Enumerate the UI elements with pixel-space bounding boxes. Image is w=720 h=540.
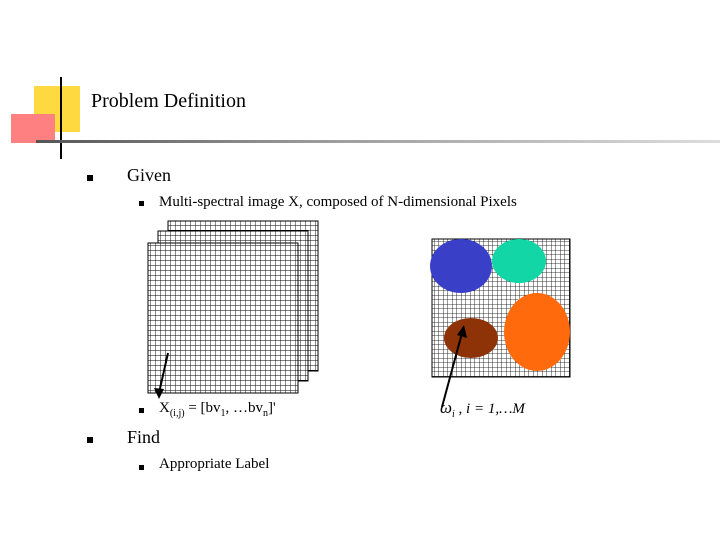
- class-region-blue: [430, 239, 492, 293]
- class-arrow-line: [441, 332, 463, 408]
- bullet-pixel-vector: [139, 408, 144, 413]
- pixel-vector-formula: X(i,j) = [bv1, …bvn]': [159, 400, 276, 419]
- bullet-find: [87, 437, 93, 443]
- multispectral-image-stack: [147, 220, 319, 399]
- formula-bvn-subscript: n: [263, 408, 269, 419]
- formula-bv1-subscript: 1: [220, 408, 226, 419]
- formula-class-range: , i = 1,…M: [454, 401, 525, 417]
- formula-close: ]': [268, 400, 276, 416]
- class-region-brown: [444, 318, 498, 358]
- class-arrow-head: [457, 325, 467, 338]
- given-label: Given: [127, 165, 171, 185]
- pixel-arrow-head: [154, 388, 164, 399]
- bullet-given-item: [139, 201, 144, 206]
- slide-title: Problem Definition: [91, 90, 246, 112]
- formula-x-subscript: (i,j): [169, 408, 185, 419]
- formula-i-subscript: i: [452, 409, 455, 420]
- bullet-given: [87, 175, 93, 181]
- accent-vertical-line: [60, 77, 62, 159]
- title-divider: [36, 140, 720, 143]
- class-formula: ωi , i = 1,…M: [440, 398, 525, 420]
- accent-red-square: [11, 114, 55, 143]
- bullet-find-item: [139, 465, 144, 470]
- given-item-label: Multi-spectral image X, composed of N-di…: [159, 194, 517, 210]
- pixel-arrow-line: [158, 352, 169, 394]
- find-label: Find: [127, 427, 161, 447]
- formula-x: X: [159, 400, 170, 416]
- class-region-orange: [504, 293, 570, 371]
- formula-mid: , …bv: [225, 400, 264, 416]
- class-region-teal: [492, 239, 546, 283]
- formula-omega: ω: [440, 398, 453, 417]
- find-item-label: Appropriate Label: [159, 456, 270, 472]
- formula-eq-open: = [bv: [184, 400, 221, 416]
- classified-image: [430, 238, 571, 408]
